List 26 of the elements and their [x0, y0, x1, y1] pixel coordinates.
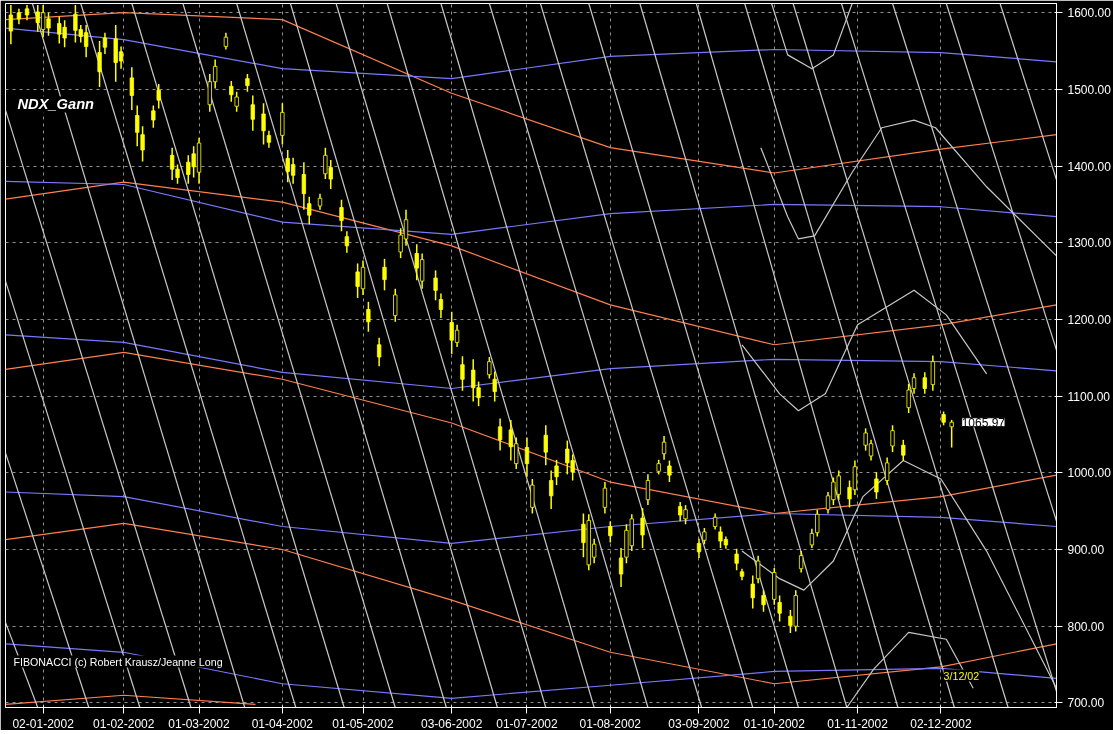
- annotation: 1065.97: [961, 415, 1006, 430]
- x-tick-label: 01-02-2002: [93, 716, 155, 731]
- y-tick-label: 1400.00: [1067, 159, 1112, 174]
- x-tick-label: 01-10-2002: [743, 716, 806, 731]
- x-tick-label: 03-06-2002: [421, 716, 483, 731]
- y-tick-label: 900.00: [1067, 543, 1105, 558]
- annotation: 3/12/02: [943, 669, 980, 682]
- y-tick-label: 1500.00: [1067, 82, 1112, 97]
- y-tick-label: 700.00: [1067, 696, 1105, 711]
- x-tick-label: 01-03-2002: [168, 716, 231, 731]
- y-tick-label: 1600.00: [1067, 6, 1112, 21]
- x-tick-label: 01-07-2002: [496, 716, 558, 731]
- x-tick-label: 01-04-2002: [251, 716, 314, 731]
- y-tick-label: 800.00: [1067, 619, 1105, 634]
- y-tick-label: 1000.00: [1067, 466, 1112, 481]
- x-tick-label: 03-09-2002: [668, 716, 731, 731]
- y-tick-label: 1200.00: [1067, 312, 1112, 327]
- x-tick-label: 01-11-2002: [827, 716, 889, 731]
- x-tick-label: 02-12-2002: [910, 716, 972, 731]
- x-tick-label: 01-05-2002: [332, 716, 395, 731]
- x-tick-label: 01-08-2002: [579, 716, 642, 731]
- annotation: FIBONACCI (c) Robert Krausz/Jeanne Long: [13, 655, 223, 668]
- x-tick-label: 02-01-2002: [12, 716, 75, 731]
- y-tick-label: 1300.00: [1067, 236, 1112, 251]
- y-tick-label: 1100.00: [1067, 389, 1111, 404]
- text: NDX_Gann: [17, 96, 95, 113]
